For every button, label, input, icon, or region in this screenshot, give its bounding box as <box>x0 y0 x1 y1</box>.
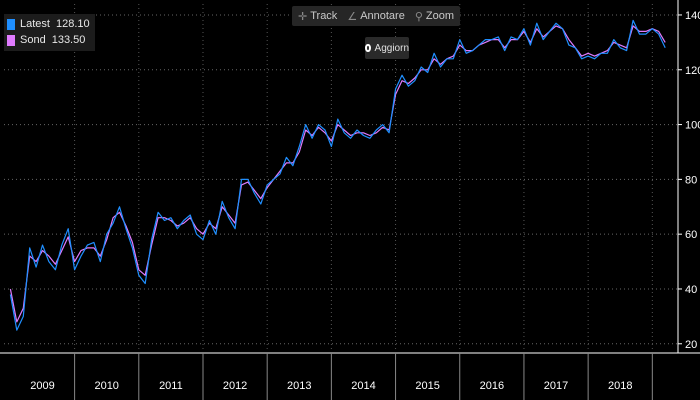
annotate-label: Annotare <box>360 10 405 22</box>
refresh-label: Aggiorn <box>374 42 409 54</box>
legend-label: Latest <box>20 18 50 30</box>
y-tick-label: 140 <box>685 10 700 22</box>
x-tick-label: 2018 <box>608 380 632 392</box>
y-tick-label: 100 <box>685 120 700 132</box>
x-tick-label: 2012 <box>223 380 247 392</box>
x-axis: 2009 2010 2011 2012 2013 2014 2015 2016 2017 2018 <box>0 352 700 400</box>
legend-value: 128.10 <box>55 18 90 30</box>
legend: Latest 128.10 Sond 133.50 <box>4 14 95 51</box>
series-layer <box>9 19 666 331</box>
x-tick-label: 2009 <box>30 380 54 392</box>
legend-item-latest[interactable]: Latest 128.10 <box>7 16 90 32</box>
series-line-latest <box>9 19 666 331</box>
y-tick-label: 80 <box>685 174 697 186</box>
legend-value: 133.50 <box>51 34 86 46</box>
y-tick-label: 20 <box>685 339 697 351</box>
series-line-sond <box>9 25 666 323</box>
y-tick-label: 40 <box>685 284 697 296</box>
y-tick-label: 60 <box>685 229 697 241</box>
chart-toolbar: ✛ Track ∠ Annotare ⚲ Zoom <box>292 6 461 26</box>
crosshair-icon: ✛ <box>298 10 308 23</box>
track-button[interactable]: ✛ Track <box>298 10 337 23</box>
legend-label: Sond <box>20 34 46 46</box>
x-tick-label: 2017 <box>544 380 568 392</box>
x-tick-label: 2016 <box>480 380 504 392</box>
x-tick-label: 2010 <box>94 380 118 392</box>
refresh-button[interactable]: Aggiorn <box>365 37 409 59</box>
magnifier-icon: ⚲ <box>414 10 423 23</box>
x-tick-label: 2013 <box>287 380 311 392</box>
annotate-button[interactable]: ∠ Annotare <box>347 10 405 23</box>
y-axis: 20 40 60 80 100 120 140 <box>677 0 700 353</box>
legend-swatch-latest <box>7 18 15 30</box>
x-tick-label: 2011 <box>159 380 183 392</box>
legend-swatch-sond <box>7 34 15 46</box>
track-label: Track <box>310 10 338 22</box>
zoom-label: Zoom <box>425 10 455 22</box>
refresh-icon <box>365 44 371 52</box>
zoom-button[interactable]: ⚲ Zoom <box>415 10 454 23</box>
y-tick-label: 120 <box>685 65 700 77</box>
x-tick-label: 2015 <box>415 380 439 392</box>
pencil-icon: ∠ <box>347 10 358 23</box>
x-tick-label: 2014 <box>351 380 375 392</box>
legend-item-sond[interactable]: Sond 133.50 <box>7 32 90 48</box>
